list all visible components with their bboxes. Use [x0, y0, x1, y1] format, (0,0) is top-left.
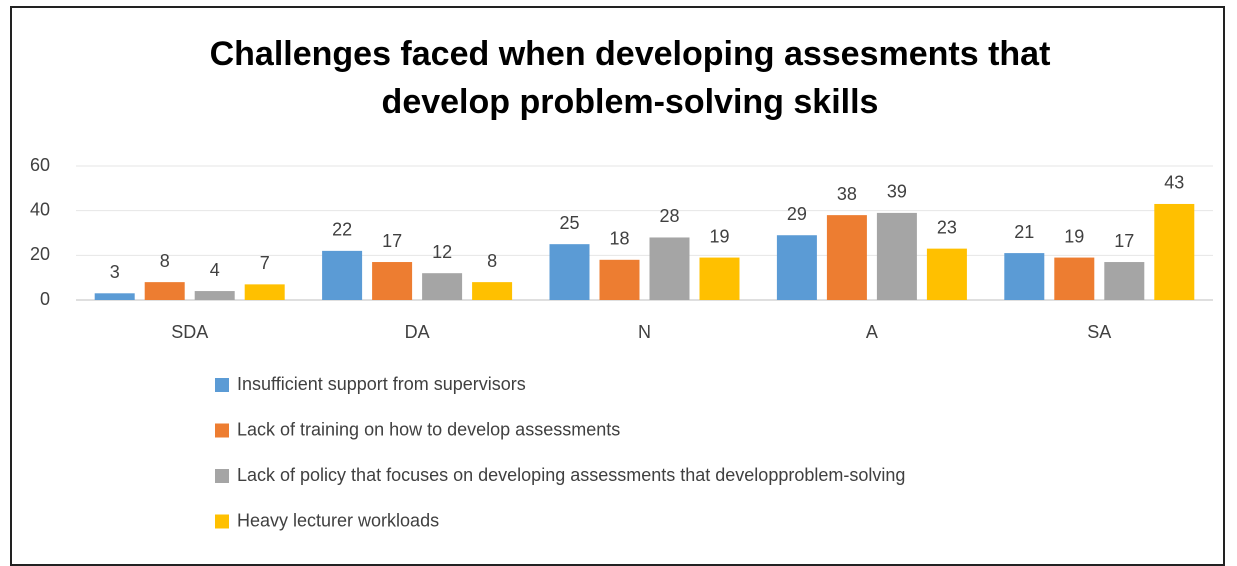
bar	[1004, 253, 1045, 300]
y-tick-label: 40	[30, 199, 50, 219]
legend-swatch	[215, 514, 229, 529]
legend-label: Lack of policy that focuses on developin…	[237, 465, 905, 485]
data-label: 4	[210, 260, 220, 280]
bar	[472, 282, 513, 300]
y-tick-label: 60	[30, 155, 50, 175]
data-label: 12	[432, 242, 452, 262]
page: {"chart_data": {"type": "bar", "title": …	[10, 6, 1225, 566]
legend-swatch	[215, 423, 229, 438]
bar	[876, 212, 917, 300]
bar	[1154, 203, 1195, 300]
bar	[322, 250, 363, 300]
data-label: 23	[937, 217, 957, 237]
data-label: 17	[1114, 231, 1134, 251]
data-label: 38	[837, 184, 857, 204]
legend-swatch	[215, 469, 229, 483]
x-tick-label: SDA	[171, 322, 208, 342]
data-label: 19	[1064, 226, 1084, 246]
bar	[1054, 257, 1095, 300]
legend-label: Insufficient support from supervisors	[237, 374, 526, 394]
bar	[776, 235, 817, 300]
data-label: 43	[1164, 173, 1184, 193]
data-label: 3	[110, 262, 120, 282]
x-tick-label: A	[866, 322, 878, 342]
y-tick-label: 20	[30, 244, 50, 264]
bar	[372, 262, 413, 300]
bar	[422, 273, 463, 300]
data-label: 7	[260, 253, 270, 273]
legend-label: Lack of training on how to develop asses…	[237, 419, 620, 439]
bar	[549, 244, 590, 300]
data-label: 28	[659, 206, 679, 226]
bar	[926, 248, 967, 300]
data-label: 39	[887, 182, 907, 202]
bar	[599, 259, 640, 300]
data-label: 19	[709, 226, 729, 246]
bar	[94, 293, 135, 300]
x-tick-label: DA	[405, 322, 430, 342]
y-tick-label: 0	[40, 289, 50, 309]
bar	[144, 282, 185, 300]
legend-label: Heavy lecturer workloads	[237, 510, 439, 530]
bar	[244, 284, 285, 300]
data-label: 25	[559, 213, 579, 233]
data-label: 8	[487, 251, 497, 271]
x-tick-label: N	[638, 322, 651, 342]
data-label: 17	[382, 231, 402, 251]
bar	[194, 291, 235, 300]
data-label: 18	[609, 229, 629, 249]
data-label: 22	[332, 220, 352, 240]
bar	[1104, 262, 1145, 300]
data-label: 21	[1014, 222, 1034, 242]
bar	[649, 237, 690, 300]
legend-swatch	[215, 378, 229, 392]
data-label: 29	[787, 204, 807, 224]
x-tick-label: SA	[1087, 322, 1111, 342]
chart-title: Challenges faced when developing assesme…	[209, 35, 1051, 121]
bar	[826, 215, 867, 300]
bar	[699, 257, 740, 300]
data-label: 8	[160, 251, 170, 271]
